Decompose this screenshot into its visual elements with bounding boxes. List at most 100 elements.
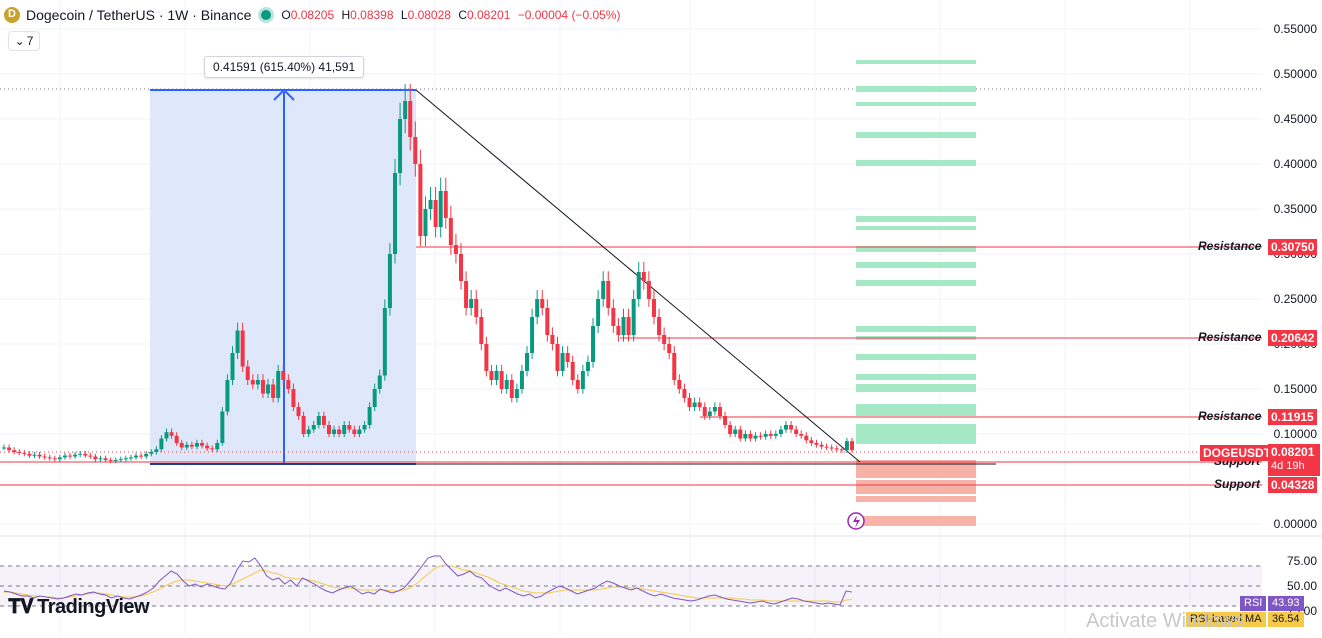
candle-body bbox=[489, 371, 494, 380]
level-label: Resistance bbox=[1198, 409, 1262, 423]
candle-body bbox=[717, 407, 722, 416]
candle-body bbox=[702, 407, 707, 416]
candle-body bbox=[514, 389, 519, 398]
tradingview-logo[interactable]: 𝐓𝐕 TradingView bbox=[8, 596, 150, 619]
candle-body bbox=[535, 299, 540, 317]
candle-body bbox=[337, 429, 342, 434]
symbol-title[interactable]: Dogecoin / TetherUS · 1W · Binance bbox=[26, 7, 252, 23]
candle-body bbox=[844, 441, 849, 451]
candle-body bbox=[123, 458, 128, 460]
candle-body bbox=[113, 460, 118, 462]
candle-body bbox=[352, 429, 357, 434]
candle-body bbox=[326, 425, 331, 434]
target-zone-bar bbox=[856, 216, 976, 222]
level-label: Resistance bbox=[1198, 239, 1262, 253]
candle-body bbox=[42, 456, 47, 458]
rsi-ma-line bbox=[4, 564, 853, 603]
candle-body bbox=[93, 456, 98, 460]
rsi-tick-label: 75.00 bbox=[1287, 554, 1317, 568]
level-price-tag: 0.11915 bbox=[1268, 409, 1317, 425]
candle-body bbox=[773, 434, 778, 436]
candle-body bbox=[509, 380, 514, 398]
candle-body bbox=[799, 434, 804, 436]
y-tick-label: 0.50000 bbox=[1274, 67, 1318, 81]
candle-body bbox=[626, 317, 631, 335]
candle-body bbox=[276, 371, 281, 398]
y-tick-label: 0.55000 bbox=[1274, 22, 1318, 36]
candle-body bbox=[205, 445, 210, 449]
symbol-header: Dogecoin / TetherUS · 1W · Binance O0.08… bbox=[4, 4, 624, 26]
target-zone-bar bbox=[856, 246, 976, 252]
candle-body bbox=[585, 362, 590, 371]
candle-body bbox=[565, 353, 570, 362]
candle-body bbox=[641, 272, 646, 281]
candle-body bbox=[347, 425, 352, 430]
candle-body bbox=[601, 281, 606, 299]
candle-body bbox=[240, 330, 245, 367]
candle-body bbox=[311, 425, 316, 430]
candle-body bbox=[484, 344, 489, 371]
target-zone-bar bbox=[856, 226, 976, 230]
stop-zone-bar bbox=[856, 480, 976, 494]
candle-body bbox=[575, 380, 580, 389]
indicator-toggle-button[interactable]: ⌄ 7 bbox=[8, 31, 40, 51]
candle-body bbox=[621, 317, 626, 335]
measure-arrow-head bbox=[273, 88, 295, 101]
target-zone-bar bbox=[856, 374, 976, 380]
candle-body bbox=[723, 416, 728, 425]
target-zone-bar bbox=[856, 60, 976, 64]
candle-body bbox=[433, 200, 438, 227]
target-zone-bar bbox=[856, 86, 976, 92]
candle-body bbox=[408, 101, 413, 137]
candle-body bbox=[555, 344, 560, 371]
candle-body bbox=[245, 366, 250, 380]
target-zone-bar bbox=[856, 102, 976, 106]
rsi-ma-value-badge: 36.54 bbox=[1268, 612, 1304, 627]
stop-zone-bar bbox=[856, 496, 976, 502]
candle-body bbox=[144, 453, 149, 457]
candle-body bbox=[519, 371, 524, 389]
candle-body bbox=[646, 281, 651, 299]
candle-body bbox=[789, 425, 794, 430]
candle-body bbox=[550, 335, 555, 344]
measure-tooltip: 0.41591 (615.40%) 41,591 bbox=[204, 56, 365, 78]
candle-body bbox=[687, 398, 692, 407]
candle-body bbox=[525, 353, 530, 371]
candle-body bbox=[560, 353, 565, 371]
candle-body bbox=[570, 362, 575, 380]
candle-body bbox=[611, 308, 616, 326]
candle-body bbox=[296, 407, 301, 416]
candle-body bbox=[235, 330, 240, 353]
candle-body bbox=[504, 380, 509, 389]
candle-body bbox=[57, 457, 62, 460]
candle-body bbox=[850, 441, 854, 451]
rsi-tick-label: 50.00 bbox=[1287, 579, 1317, 593]
candle-body bbox=[255, 380, 260, 385]
candle-body bbox=[22, 452, 27, 454]
candle-body bbox=[37, 454, 42, 457]
rsi-line bbox=[3, 555, 853, 606]
candle-body bbox=[342, 425, 347, 434]
candle-body bbox=[281, 371, 286, 380]
candle-body bbox=[52, 458, 57, 460]
candle-body bbox=[103, 458, 108, 461]
candle-body bbox=[88, 455, 93, 457]
y-tick-label: 0.40000 bbox=[1274, 157, 1318, 171]
candle-body bbox=[7, 447, 12, 451]
candle-body bbox=[428, 200, 433, 209]
candle-body bbox=[250, 380, 255, 385]
candle-body bbox=[387, 254, 392, 308]
candle-body bbox=[108, 460, 113, 462]
candle-body bbox=[220, 411, 225, 443]
candle-body bbox=[794, 429, 799, 434]
change-readout: −0.00004 (−0.05%) bbox=[517, 8, 621, 22]
candle-body bbox=[839, 449, 844, 451]
candle-body bbox=[753, 435, 758, 439]
candle-body bbox=[321, 416, 326, 425]
level-label: Support bbox=[1214, 477, 1260, 491]
candle-body bbox=[499, 371, 504, 389]
candle-body bbox=[174, 435, 179, 443]
candle-body bbox=[768, 434, 773, 436]
tradingview-wordmark: TradingView bbox=[37, 596, 150, 618]
